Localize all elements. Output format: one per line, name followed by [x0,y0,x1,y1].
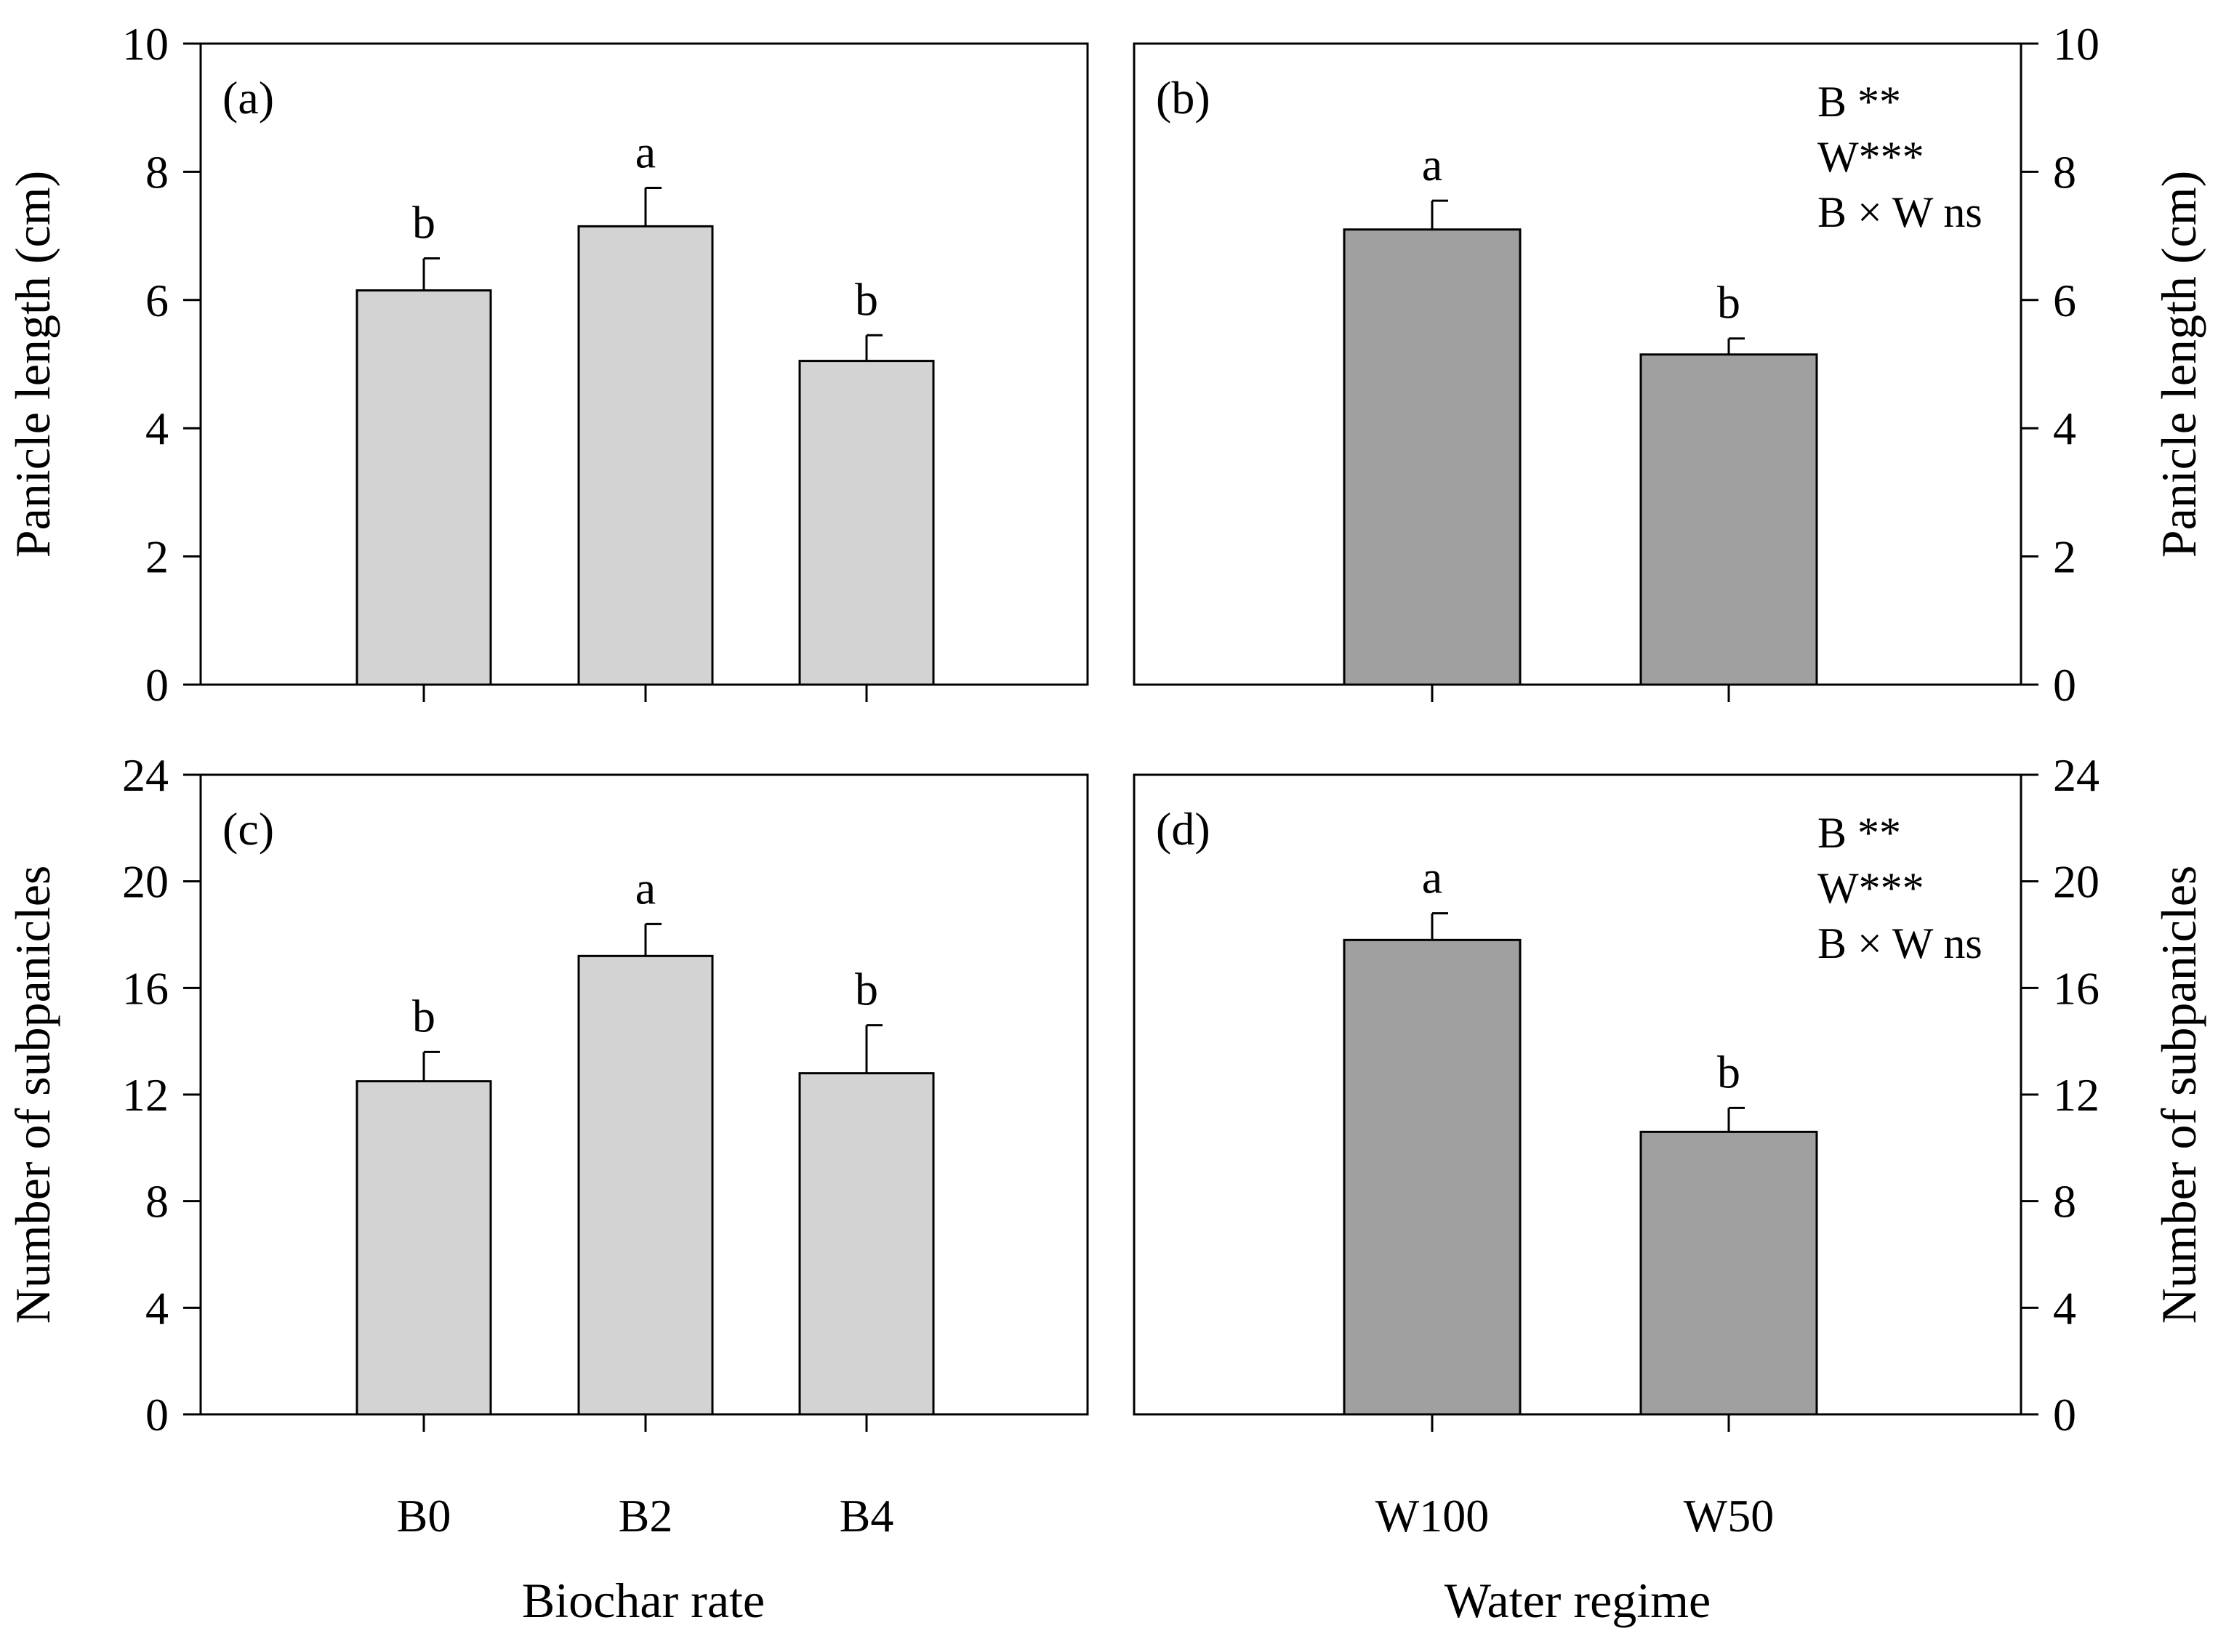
y-tick-label: 0 [2053,659,2076,711]
y-tick-label: 4 [145,403,169,454]
x-axis-title-water-regime: Water regime [1445,1573,1711,1628]
y-tick-label: 4 [145,1282,169,1334]
bar-w50 [1639,1130,1818,1416]
y-tick-label: 20 [2053,856,2100,908]
y-tick-label: 10 [2053,18,2100,70]
y-tick-label: 10 [122,18,169,70]
significance-letter-w100: a [1422,139,1442,190]
y-axis-title: Panicle length (cm) [2151,171,2206,557]
anova-annotation-line: W*** [1817,133,1924,181]
significance-letter-w100: a [1422,852,1442,903]
y-tick-label: 12 [122,1069,169,1121]
panel-b: a b 0 2 4 6 8 10 Panicle length (cm) (b) B ** W*** B… [1133,18,2206,711]
anova-annotation-line: W*** [1817,864,1924,912]
y-tick-label: 24 [122,749,169,801]
significance-letter-b0: b [412,196,435,248]
y-tick-label: 6 [2053,275,2076,326]
significance-letter-b0: b [412,990,435,1041]
significance-letter-b4: b [855,964,878,1015]
y-tick-label: 2 [145,531,169,583]
x-tick-label-b4: B4 [840,1490,894,1542]
x-tick-label-w50: W50 [1684,1490,1774,1542]
plot-frame [199,42,1089,686]
panel-c: b a b 0 4 8 12 16 20 24 Number of subpanicles B0 B2 B… [5,749,1089,1542]
y-tick-label: 8 [145,146,169,198]
significance-letter-b4: b [855,273,878,325]
y-tick-label: 6 [145,275,169,326]
y-tick-label: 8 [2053,146,2076,198]
panel-label: (b) [1156,72,1210,124]
bar-b2 [577,954,714,1416]
x-tick-label-b0: B0 [397,1490,451,1542]
bar-b0 [355,289,492,686]
anova-annotation-line: B × W ns [1817,188,1982,236]
significance-letter-b2: a [635,862,656,914]
panel-label: (d) [1156,803,1210,855]
significance-letter-w50: b [1717,1046,1740,1097]
panel-a: b a b 0 2 4 6 8 10 Panicle length (cm) (a) [5,18,1089,711]
anova-annotation-line: B ** [1817,809,1901,857]
significance-letter-w50: b [1717,277,1740,329]
y-axis-title: Number of subpanicles [2151,866,2206,1324]
plot-frame [1133,42,2022,686]
bar-b4 [798,1072,935,1416]
y-tick-label: 8 [2053,1176,2076,1228]
anova-annotation-line: B ** [1817,78,1901,126]
x-tick-label-b2: B2 [619,1490,673,1542]
y-tick-label: 4 [2053,403,2076,454]
y-axis-title: Number of subpanicles [5,866,60,1324]
bar-w50 [1639,353,1818,686]
panel-label: (c) [222,803,274,855]
bar-b2 [577,225,714,686]
bar-w100 [1343,938,1522,1416]
panel-d: a b 0 4 8 12 16 20 24 Number of subpanicles W100 W5… [1133,749,2206,1542]
anova-annotation-line: B × W ns [1817,919,1982,967]
panel-label: (a) [222,72,274,124]
y-tick-label: 0 [145,1389,169,1441]
significance-letter-b2: a [635,126,656,177]
bar-w100 [1343,228,1522,686]
y-tick-label: 4 [2053,1282,2076,1334]
y-tick-label: 12 [2053,1069,2100,1121]
bar-b4 [798,360,935,686]
bar-b0 [355,1080,492,1416]
y-tick-label: 0 [145,659,169,711]
y-tick-label: 0 [2053,1389,2076,1441]
y-tick-label: 16 [122,962,169,1014]
y-tick-label: 2 [2053,531,2076,583]
y-axis-title: Panicle length (cm) [5,171,60,557]
y-tick-label: 16 [2053,962,2100,1014]
y-tick-label: 24 [2053,749,2100,801]
x-tick-label-w100: W100 [1375,1490,1489,1542]
x-axis-title-biochar-rate: Biochar rate [522,1573,765,1628]
y-tick-label: 20 [122,856,169,908]
y-tick-label: 8 [145,1176,169,1228]
